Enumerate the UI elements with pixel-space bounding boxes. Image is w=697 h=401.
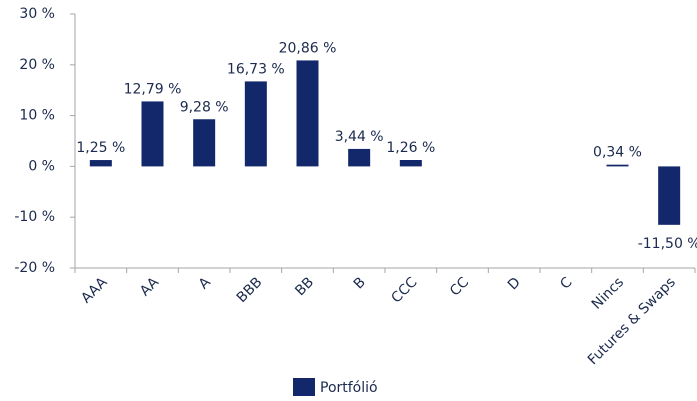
bar	[89, 160, 112, 167]
value-label: 0,34 %	[593, 145, 642, 161]
bar	[658, 166, 681, 225]
value-label: 1,25 %	[76, 140, 125, 156]
value-label: 12,79 %	[124, 81, 182, 97]
x-tick-label: A	[196, 274, 214, 292]
x-tick-label: CCC	[388, 274, 420, 306]
value-label: 3,44 %	[335, 129, 384, 145]
y-tick-label: 10 %	[19, 108, 55, 124]
y-tick-label: -20 %	[14, 260, 55, 276]
x-tick-label: AAA	[78, 274, 110, 306]
x-tick-label: BB	[292, 274, 317, 299]
bar	[348, 148, 371, 167]
legend-label: Portfólió	[320, 380, 378, 396]
y-tick-label: 20 %	[19, 57, 55, 73]
bar	[141, 101, 164, 167]
x-tick-label: D	[505, 274, 524, 293]
y-tick-label: 30 %	[19, 6, 55, 22]
x-tick-label: B	[351, 274, 369, 292]
legend-swatch	[293, 378, 315, 396]
bar	[296, 60, 319, 167]
bar	[244, 81, 267, 167]
x-tick-label: Futures & Swaps	[585, 274, 679, 368]
value-label: 16,73 %	[227, 61, 285, 77]
y-tick-label: -10 %	[14, 209, 55, 225]
x-tick-label: BBB	[234, 274, 266, 306]
value-label: -11,50 %	[638, 236, 697, 252]
bar	[193, 119, 216, 167]
value-label: 1,26 %	[386, 140, 435, 156]
x-tick-label: Nincs	[589, 274, 627, 312]
value-label: 20,86 %	[279, 40, 337, 56]
bar	[399, 159, 422, 167]
bar	[606, 164, 629, 167]
value-label: 9,28 %	[180, 99, 229, 115]
y-tick-label: 0 %	[28, 158, 55, 174]
x-tick-label: C	[557, 274, 575, 292]
x-tick-label: CC	[447, 274, 472, 299]
x-tick-label: AA	[137, 274, 162, 299]
